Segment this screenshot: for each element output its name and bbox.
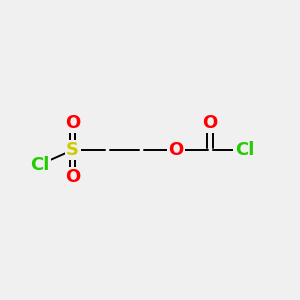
Text: O: O (202, 114, 218, 132)
Text: S: S (66, 141, 79, 159)
Text: Cl: Cl (30, 156, 49, 174)
Text: Cl: Cl (235, 141, 254, 159)
Text: O: O (65, 168, 80, 186)
Text: O: O (65, 114, 80, 132)
Text: O: O (168, 141, 183, 159)
